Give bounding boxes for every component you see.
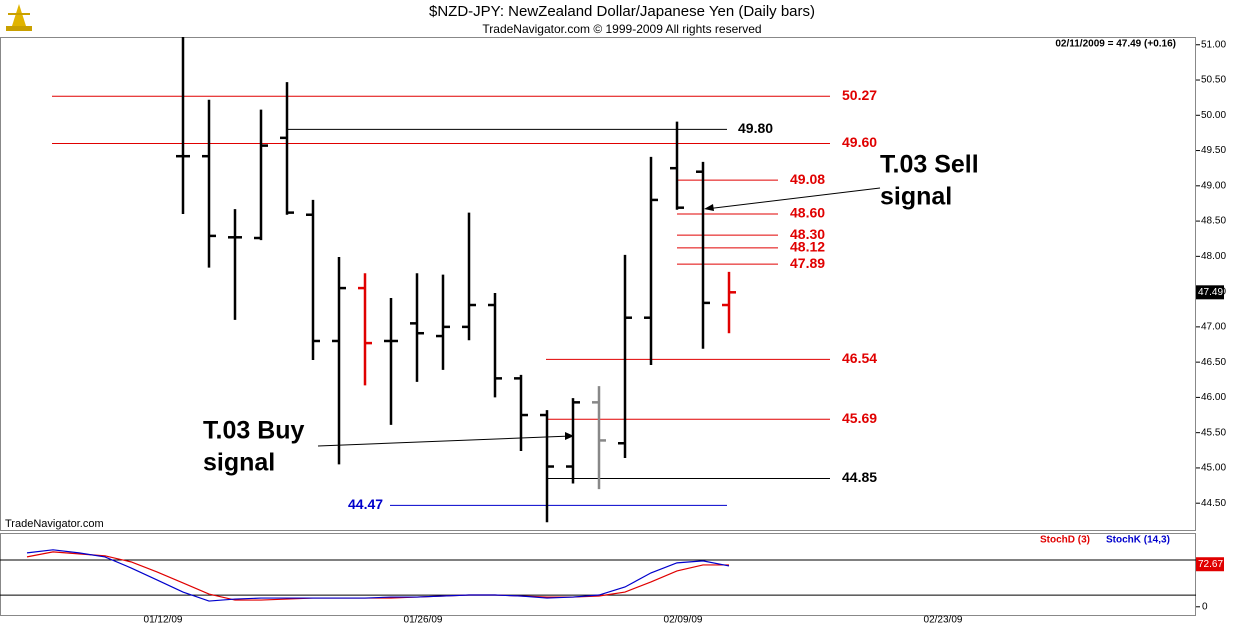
y-tick-label: 50.00: [1201, 110, 1226, 121]
annotation-arrows: [317, 187, 881, 447]
last-price-box: [1196, 285, 1224, 300]
y-tick-label: 49.00: [1201, 180, 1226, 191]
level-label: 45.69: [842, 410, 877, 426]
annotation: T.03 Sell: [880, 151, 979, 179]
y-tick-label: 45.00: [1201, 463, 1226, 474]
level-label: 48.30: [790, 226, 825, 242]
level-label: 47.89: [790, 255, 825, 271]
level-label: 49.60: [842, 134, 877, 150]
y-tick-label: 48.50: [1201, 216, 1226, 227]
annotation: T.03 Buy: [203, 417, 305, 445]
y-tick-label: 48.00: [1201, 251, 1226, 262]
x-tick-label: 01/26/09: [404, 615, 443, 626]
y-tick-label: 46.50: [1201, 357, 1226, 368]
annotation: signal: [203, 449, 275, 477]
stoch-last-box: [1196, 557, 1224, 572]
chart-title: $NZD-JPY: NewZealand Dollar/Japanese Yen…: [429, 3, 815, 20]
y-tick-label: 51.00: [1201, 39, 1226, 50]
x-tick-label: 01/12/09: [144, 615, 183, 626]
x-tick-label: 02/23/09: [924, 615, 963, 626]
stoch-tick-label: 0: [1202, 601, 1208, 612]
legend-entry: StochD (3): [1040, 535, 1090, 546]
y-tick-label: 44.50: [1201, 498, 1226, 509]
y-tick-label: 47.00: [1201, 322, 1226, 333]
level-label: 50.27: [842, 87, 877, 103]
logo: [6, 4, 32, 31]
level-label: 46.54: [842, 350, 877, 366]
annotation: signal: [880, 183, 952, 211]
level-label: 44.47: [348, 496, 383, 512]
x-tick-label: 02/09/09: [664, 615, 703, 626]
y-tick-label: 46.00: [1201, 392, 1226, 403]
level-label: 49.80: [738, 120, 773, 136]
level-label: 49.08: [790, 171, 825, 187]
stoch-last: 72.67: [1198, 559, 1223, 570]
level-label: 48.60: [790, 205, 825, 221]
level-label: 48.12: [790, 239, 825, 255]
stoch-line: [26, 549, 730, 602]
status: 02/11/2009 = 47.49 (+0.16): [1055, 39, 1176, 50]
legend-entry: StochK (14,3): [1106, 535, 1170, 546]
y-tick-label: 49.50: [1201, 145, 1226, 156]
last-price: 47.49: [1198, 287, 1223, 298]
level-label: 44.85: [842, 469, 877, 485]
watermark: TradeNavigator.com: [5, 518, 104, 530]
subtitle: TradeNavigator.com © 1999-2009 All right…: [482, 22, 761, 36]
stoch-panel: [0, 533, 1196, 616]
y-tick-label: 45.50: [1201, 427, 1226, 438]
y-tick-label: 50.50: [1201, 75, 1226, 86]
